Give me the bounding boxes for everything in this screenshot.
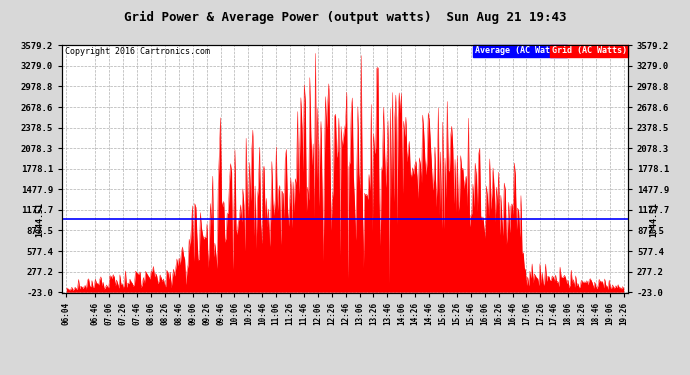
Text: 1044.51: 1044.51 [649, 201, 658, 237]
Text: Grid (AC Watts): Grid (AC Watts) [551, 46, 627, 55]
Text: Grid Power & Average Power (output watts)  Sun Aug 21 19:43: Grid Power & Average Power (output watts… [124, 11, 566, 24]
Text: Copyright 2016 Cartronics.com: Copyright 2016 Cartronics.com [65, 48, 210, 57]
Text: Average (AC Watts): Average (AC Watts) [475, 46, 565, 55]
Text: 1044.51: 1044.51 [35, 201, 44, 237]
